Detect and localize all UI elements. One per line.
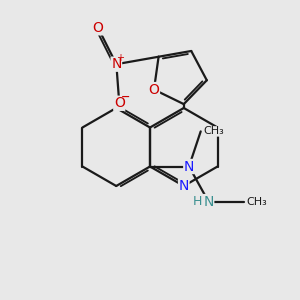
Text: +: + — [116, 52, 124, 63]
Text: N: N — [111, 57, 122, 71]
Text: N: N — [203, 195, 214, 208]
Text: −: − — [121, 92, 130, 102]
Text: H: H — [193, 195, 202, 208]
Text: O: O — [114, 96, 125, 110]
Text: CH₃: CH₃ — [246, 196, 267, 207]
Text: O: O — [93, 21, 104, 35]
Text: O: O — [148, 82, 159, 97]
Text: N: N — [178, 179, 189, 193]
Text: CH₃: CH₃ — [203, 126, 224, 136]
Text: N: N — [184, 160, 194, 173]
